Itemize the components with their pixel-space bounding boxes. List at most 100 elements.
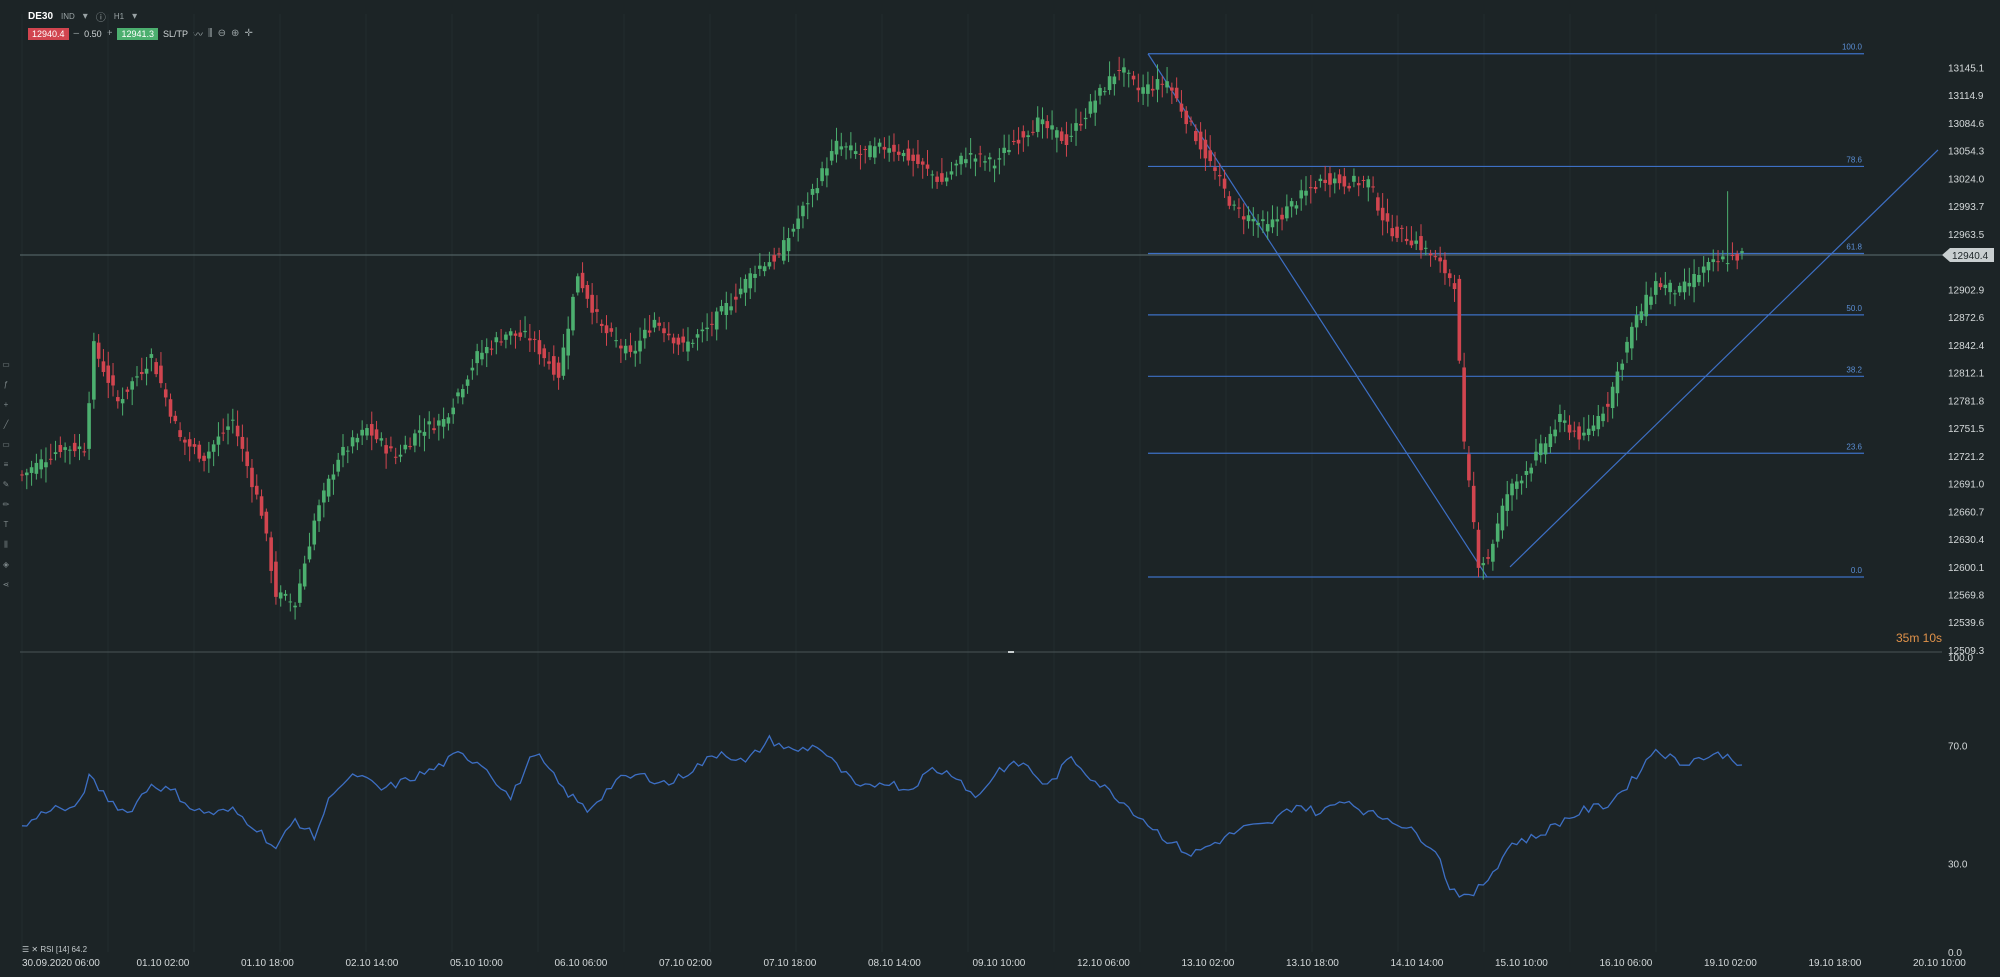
candle (1721, 250, 1725, 263)
line-chart-icon[interactable]: 〰 (193, 30, 204, 41)
candle (480, 339, 484, 366)
candle (1606, 391, 1610, 423)
candle-body (513, 333, 518, 336)
candle (422, 418, 427, 452)
candle-body (1174, 87, 1179, 99)
symbol-name[interactable]: DE30 (28, 11, 54, 22)
candle (1040, 107, 1045, 139)
y-tick-label: 12660.7 (1948, 507, 1985, 518)
candle (1423, 240, 1428, 256)
chevron-down-icon[interactable]: ▾ (82, 11, 88, 22)
plus-icon[interactable]: + (106, 28, 113, 39)
candle-body (432, 428, 436, 431)
x-tick-label: 06.10 06:00 (555, 958, 608, 969)
candle (580, 262, 585, 293)
candle-body (1256, 222, 1260, 226)
candle (494, 331, 499, 355)
volume-input[interactable]: 0.50 (84, 28, 102, 39)
minus-icon[interactable]: – (73, 28, 80, 39)
candle-body (523, 330, 527, 333)
zoom-out-icon[interactable]: ⊖ (217, 28, 227, 39)
candle-body (916, 154, 920, 164)
rectangle-icon[interactable]: ▭ (2, 440, 10, 449)
candle (896, 144, 901, 161)
candle-body (44, 462, 48, 468)
text-icon[interactable]: T (3, 520, 9, 529)
candle-body (403, 444, 408, 450)
candle-body (1131, 75, 1136, 80)
fibonacci-icon[interactable]: ≡ (3, 460, 9, 469)
candle (211, 440, 216, 467)
candle (408, 437, 412, 450)
candle (1730, 242, 1735, 261)
candle-body (1356, 183, 1361, 186)
candle-body (552, 356, 556, 375)
candle-body (949, 171, 954, 175)
pattern-icon[interactable]: ⫼ (4, 540, 8, 549)
function-icon[interactable]: ƒ (3, 380, 9, 389)
candle (1347, 182, 1351, 192)
candle-body (379, 438, 384, 441)
candle-body (470, 367, 475, 371)
candle-body (1361, 179, 1366, 181)
candle-body (1438, 257, 1442, 262)
candle (1577, 422, 1581, 450)
y-tick-label: 12812.1 (1948, 369, 1985, 380)
cursor-icon[interactable]: ▭ (2, 360, 10, 369)
buy-button[interactable]: 12941.3 (117, 27, 159, 40)
candle (475, 343, 479, 376)
candle-body (528, 338, 532, 341)
sltp-button[interactable]: SL/TP (163, 28, 189, 39)
layers-icon[interactable]: ◈ (2, 560, 10, 569)
info-icon[interactable]: ⓘ (95, 13, 106, 24)
timeframe-chevron-down-icon[interactable]: ▾ (132, 11, 138, 22)
candle-body (758, 265, 762, 269)
pencil-icon[interactable]: ✏ (2, 500, 10, 509)
candle-body (657, 322, 662, 326)
candle-body (1639, 311, 1644, 321)
candle-body (1376, 197, 1380, 211)
sell-button[interactable]: 12940.4 (28, 27, 69, 40)
candle-body (1074, 123, 1078, 131)
candle (1658, 277, 1663, 290)
rsi-tick-label: 70.0 (1948, 742, 1968, 753)
zoom-in-icon[interactable]: ⊕ (231, 28, 240, 39)
trendline-icon[interactable]: ╱ (3, 420, 9, 429)
candle-body (355, 437, 360, 443)
candle-body (441, 419, 446, 427)
candle (1500, 498, 1505, 539)
indicators-icon[interactable]: ⫼ (208, 28, 213, 39)
candle-body (408, 446, 412, 448)
crosshair-icon[interactable]: ✛ (244, 28, 253, 39)
share-icon[interactable]: ⋖ (2, 580, 10, 589)
candle-body (1538, 443, 1543, 456)
candle (288, 593, 293, 612)
y-tick-label: 12781.8 (1948, 396, 1985, 407)
candle-body (1414, 240, 1419, 244)
candle (489, 340, 494, 356)
candle-body (384, 445, 388, 454)
candle-body (1232, 204, 1236, 206)
candle (1620, 359, 1625, 381)
timeframe-selector[interactable]: H1 (113, 12, 125, 21)
candle (916, 140, 920, 169)
candle (1016, 127, 1021, 155)
candle (777, 247, 781, 258)
brush-icon[interactable]: ✎ (2, 480, 10, 489)
candle (599, 319, 604, 333)
candle (254, 474, 259, 500)
candle-body (1582, 432, 1586, 436)
candle-body (221, 432, 226, 434)
crosshair-tool-icon[interactable]: + (3, 400, 9, 409)
candle-body (1246, 215, 1251, 222)
candle (815, 177, 820, 201)
candle-body (254, 485, 259, 495)
candle (882, 137, 887, 159)
candle (1395, 215, 1399, 243)
candle-body (1711, 259, 1716, 263)
candle (345, 446, 350, 464)
candle (216, 422, 221, 457)
candle-body (954, 163, 959, 166)
candle-body (1093, 100, 1098, 113)
